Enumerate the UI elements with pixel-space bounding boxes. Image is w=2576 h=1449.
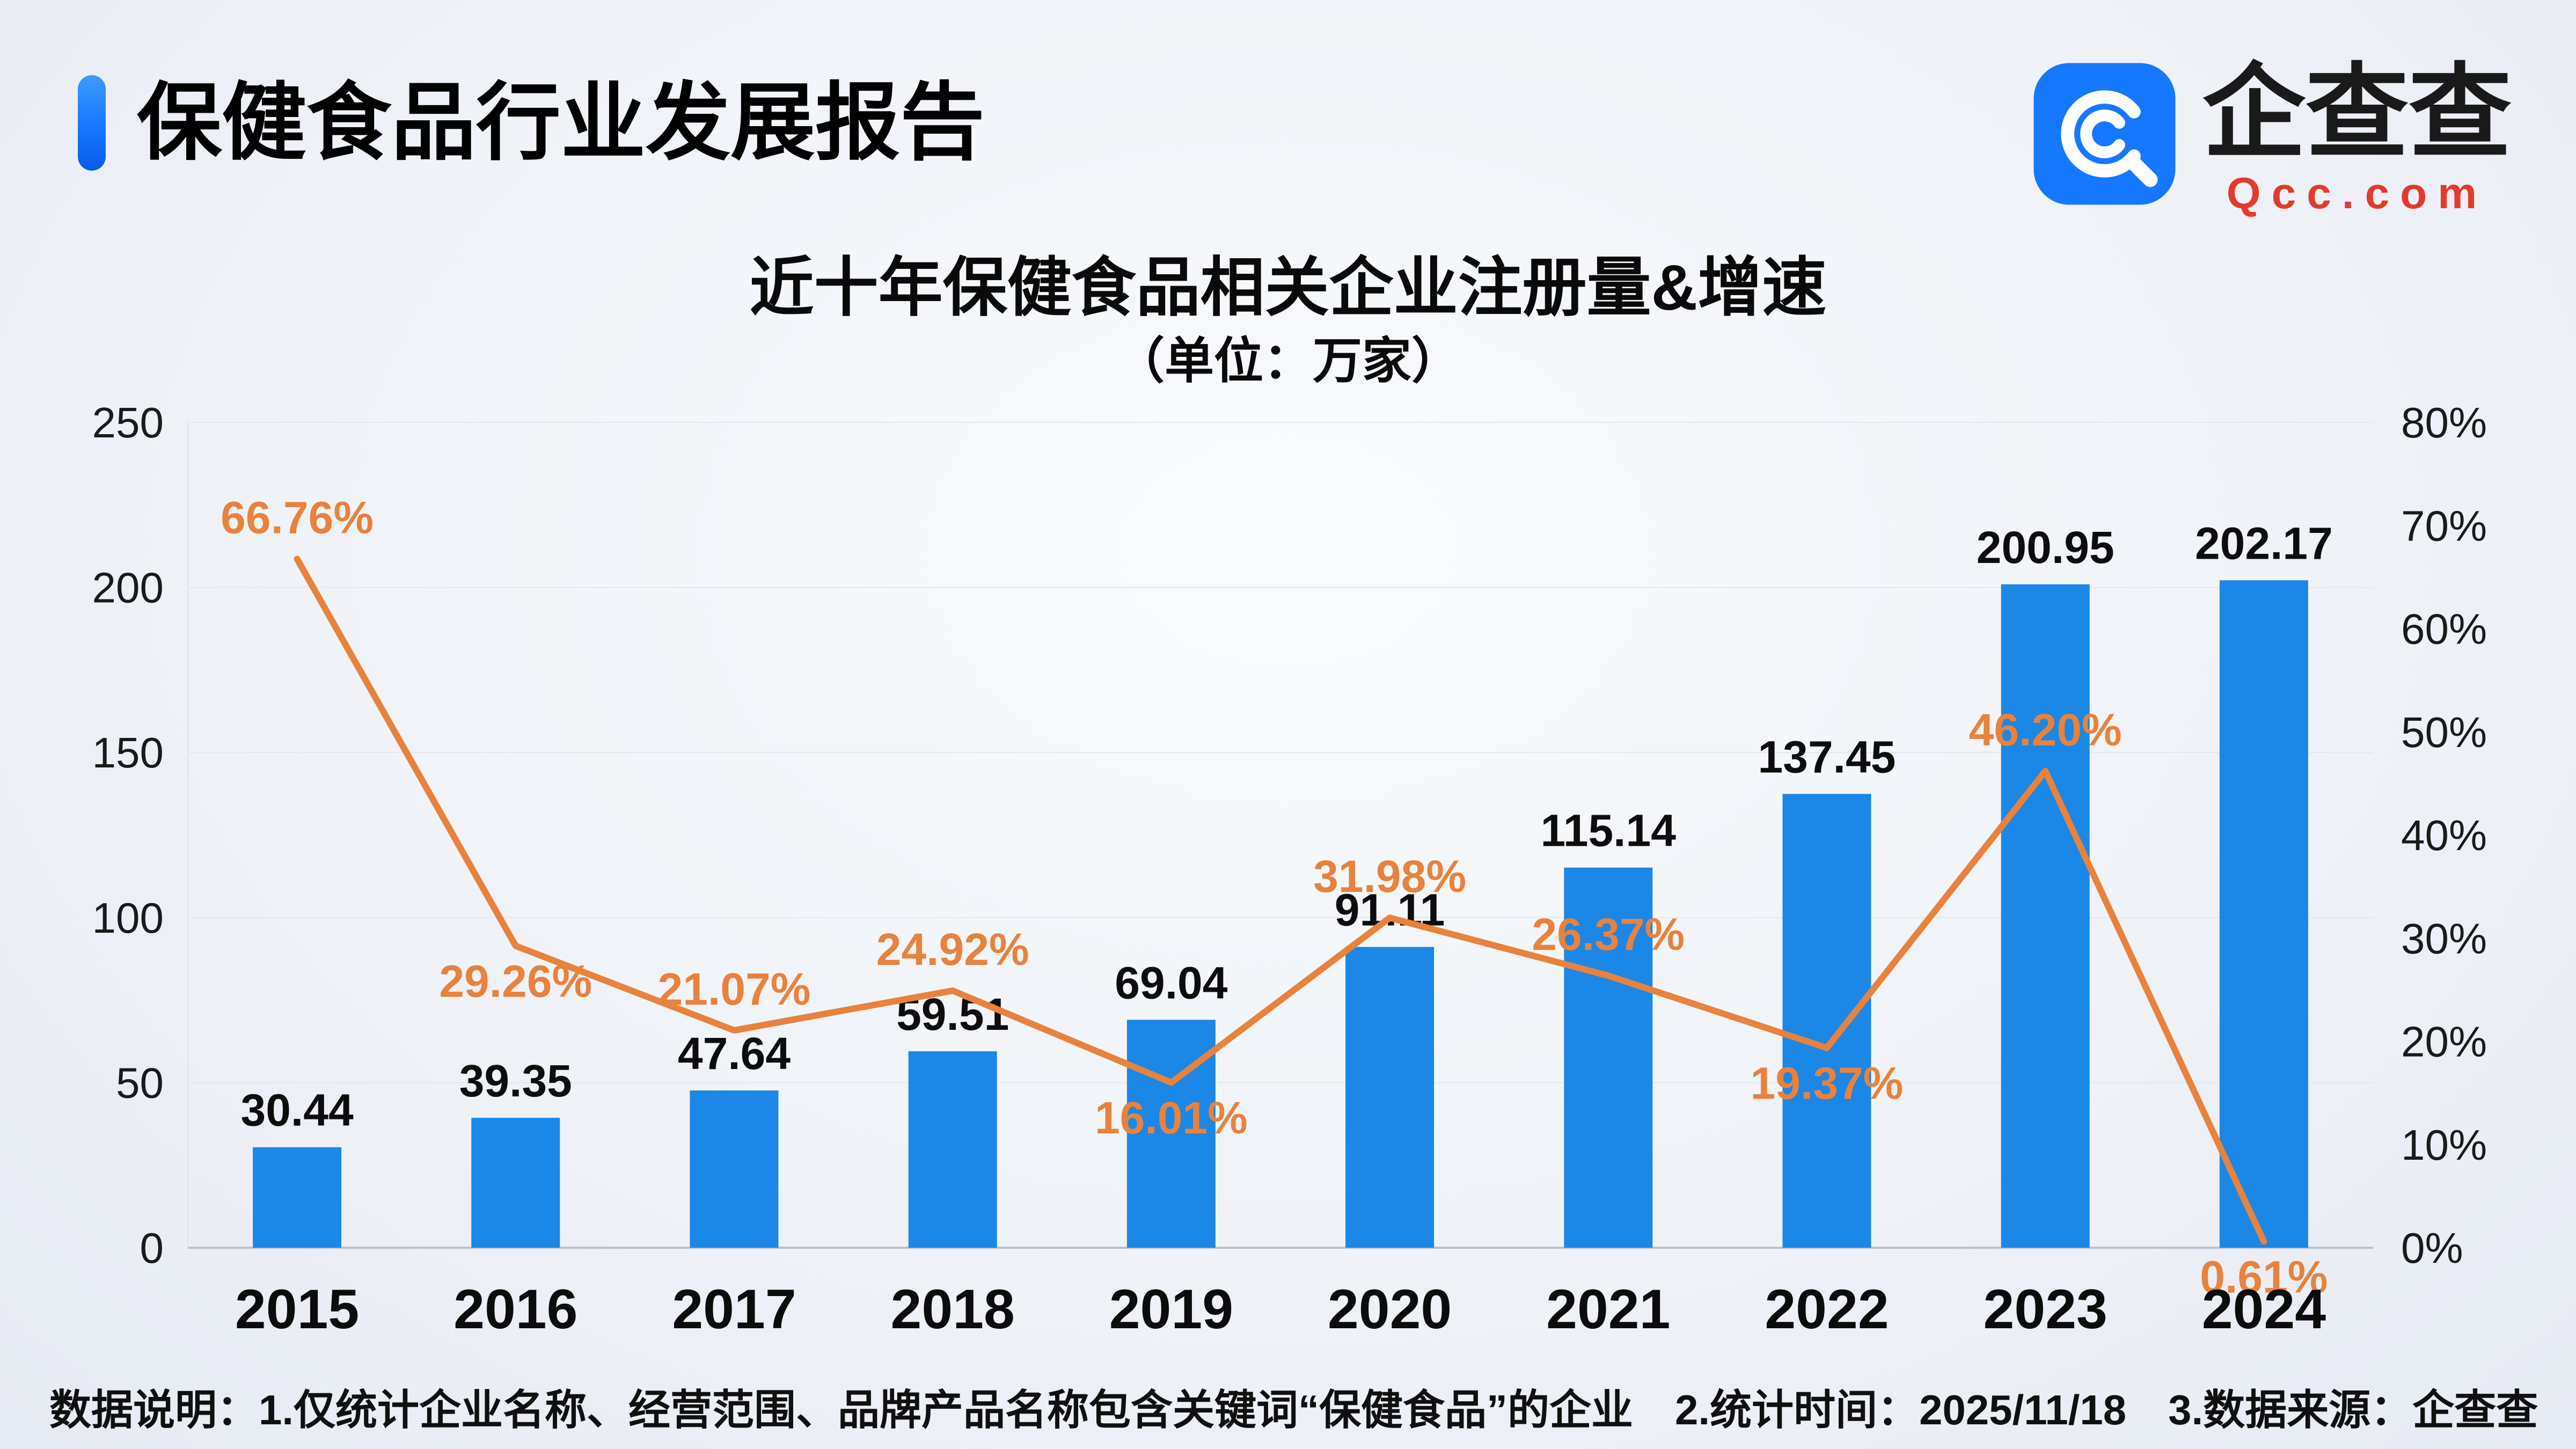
bar-2021 (1564, 867, 1653, 1248)
bar-2017 (690, 1090, 779, 1248)
bar-2022 (1782, 794, 1871, 1248)
growth-label-2018: 24.92% (876, 924, 1029, 975)
right-axis-tick: 20% (2401, 1018, 2487, 1066)
title-accent-bar (78, 75, 106, 171)
x-axis-label-2021: 2021 (1546, 1278, 1670, 1341)
growth-line (294, 555, 2267, 1245)
growth-label-2016: 29.26% (439, 956, 592, 1006)
growth-label-2019: 16.01% (1095, 1093, 1248, 1143)
bar-2023 (2001, 584, 2090, 1248)
right-axis-tick: 80% (2401, 399, 2487, 447)
left-axis-tick: 100 (92, 894, 164, 942)
bar-label-2019: 69.04 (1115, 957, 1227, 1008)
right-axis-tick: 40% (2401, 811, 2487, 859)
x-axis-label-2020: 2020 (1328, 1278, 1452, 1341)
x-axis-label-2018: 2018 (891, 1278, 1015, 1341)
left-axis-tick: 0 (140, 1224, 164, 1272)
report-header: 保健食品行业发展报告 (78, 75, 985, 171)
bar-label-2015: 30.44 (240, 1085, 353, 1136)
qcc-logo-icon (2033, 63, 2176, 205)
right-axis-tick: 70% (2401, 502, 2487, 550)
x-axis-label-2023: 2023 (1984, 1278, 2107, 1341)
bar-2020 (1345, 947, 1435, 1248)
bar-label-2023: 200.95 (1977, 522, 2114, 573)
bar-2015 (253, 1147, 342, 1248)
x-axis-label-2015: 2015 (235, 1278, 359, 1341)
right-axis-tick: 50% (2401, 708, 2487, 756)
report-title: 保健食品行业发展报告 (137, 76, 985, 170)
growth-label-2020: 31.98% (1313, 851, 1466, 902)
growth-label-2022: 19.37% (1751, 1058, 1904, 1109)
right-axis-tick: 0% (2401, 1224, 2463, 1272)
right-axis-tick: 30% (2401, 914, 2487, 962)
chart-subtitle: （单位：万家） (1115, 334, 1461, 389)
bar-label-2017: 47.64 (678, 1028, 791, 1079)
data-note: 数据说明：1.仅统计企业名称、经营范围、品牌产品名称包含关键词“保健食品”的企业… (49, 1386, 2538, 1433)
growth-label-2024: 0.61% (2200, 1252, 2328, 1302)
bar-label-2024: 202.17 (2195, 518, 2333, 568)
qcc-logo-domain: Qcc.com (2226, 169, 2488, 218)
bar-2024 (2219, 580, 2308, 1248)
qcc-logo-name: 企查查 (2202, 55, 2512, 170)
qcc-logo: 企查查 Qcc.com (2031, 60, 2512, 219)
right-axis-tick: 60% (2401, 605, 2487, 653)
bar-label-2021: 115.14 (1541, 806, 1677, 856)
x-axis-label-2022: 2022 (1765, 1278, 1889, 1341)
bar-2016 (471, 1117, 560, 1248)
bar-label-2016: 39.35 (459, 1056, 572, 1106)
left-axis-tick: 250 (92, 399, 164, 447)
bar-label-2022: 137.45 (1758, 731, 1896, 782)
x-axis-label-2017: 2017 (672, 1278, 796, 1341)
left-axis-tick: 150 (92, 729, 164, 777)
left-axis-tick: 200 (92, 564, 164, 612)
x-axis-label-2016: 2016 (453, 1278, 577, 1341)
growth-label-2023: 46.20% (1969, 705, 2122, 755)
chart-title: 近十年保健食品相关企业注册量&增速 (749, 252, 1827, 324)
x-axis-label-2024: 2024 (2202, 1278, 2326, 1341)
left-axis-tick: 50 (116, 1059, 164, 1107)
qcc-logo-text: 企查查 Qcc.com (2202, 60, 2512, 219)
right-axis-tick: 10% (2401, 1121, 2487, 1169)
x-axis-label-2019: 2019 (1109, 1278, 1233, 1341)
growth-label-2021: 26.37% (1532, 909, 1685, 960)
growth-label-2015: 66.76% (221, 493, 374, 543)
bar-2018 (908, 1051, 997, 1248)
growth-label-2017: 21.07% (658, 964, 811, 1014)
